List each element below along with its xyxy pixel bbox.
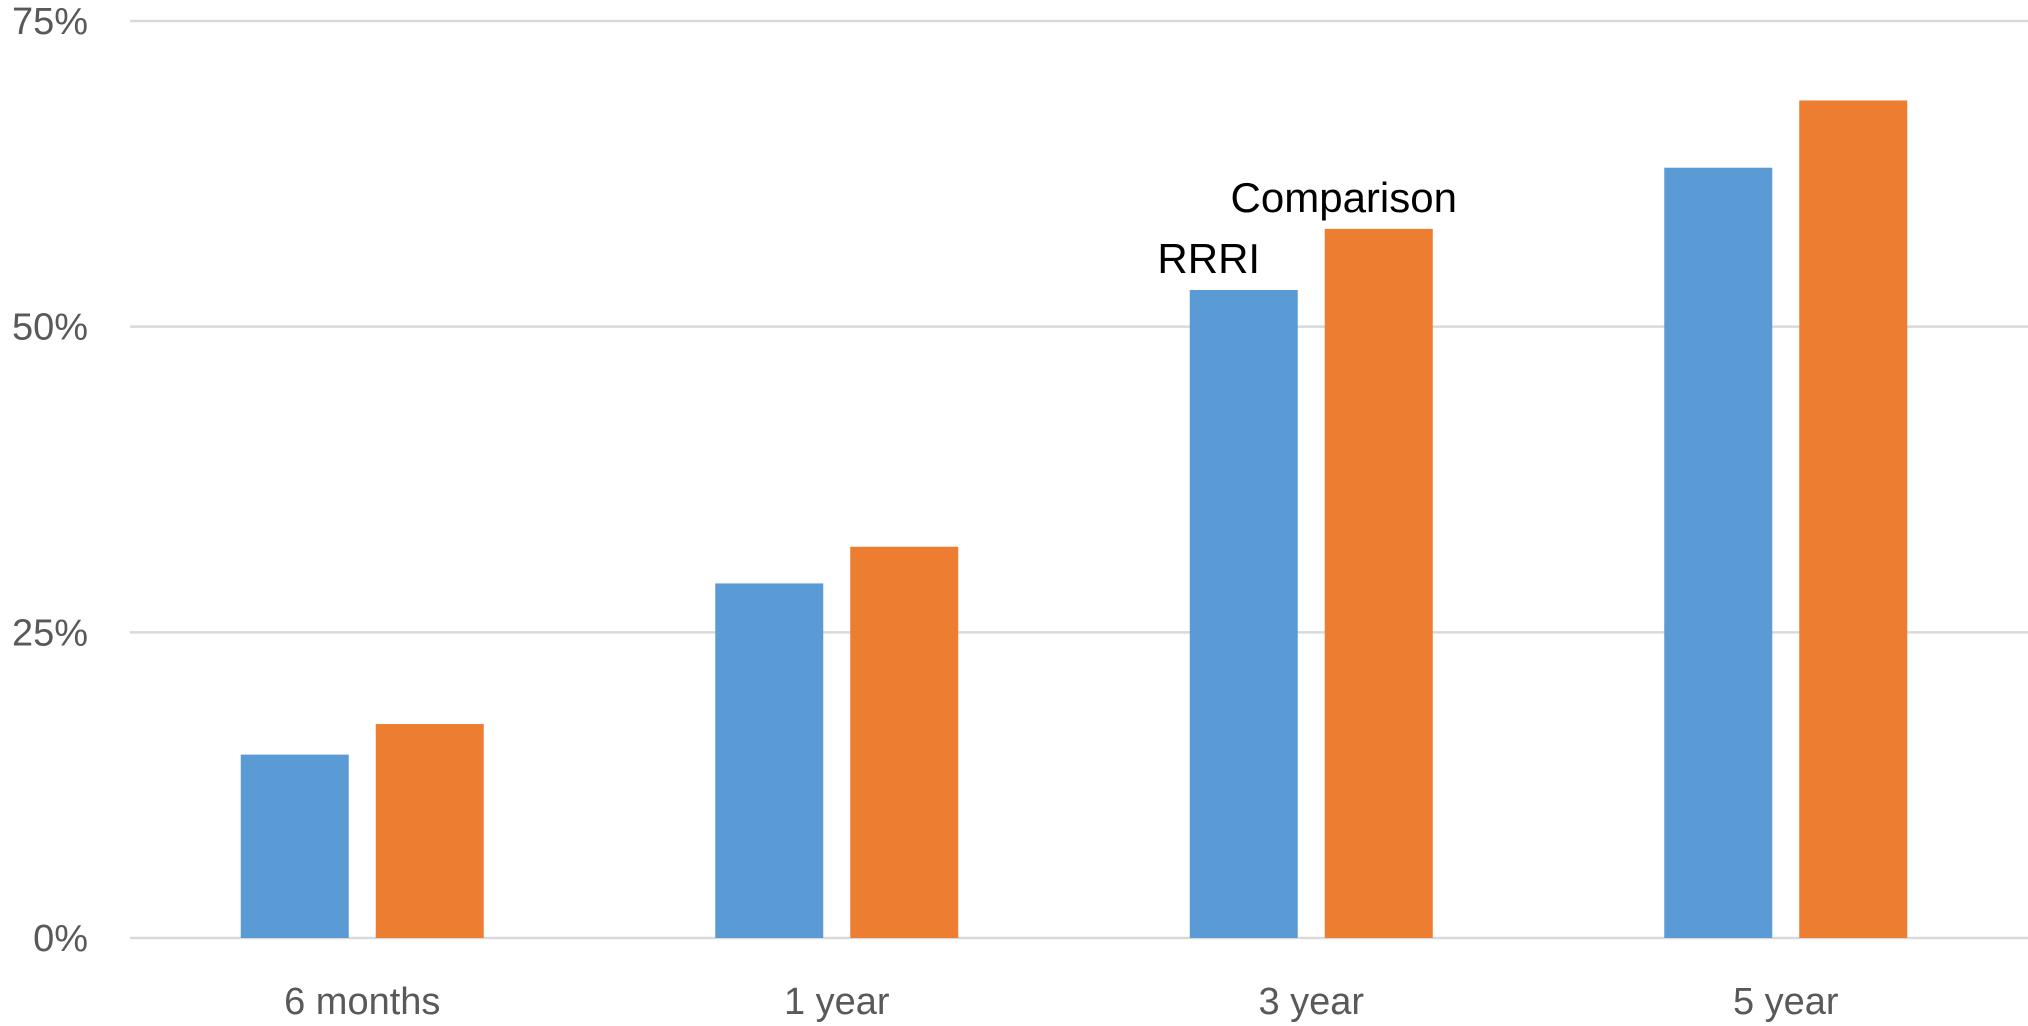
bar-series2-1 <box>850 546 959 938</box>
y-axis-tick-labels: 0% 25% 50% 75% <box>12 1 88 960</box>
annotations: RRRI Comparison <box>1157 174 1457 282</box>
bar-series2-3 <box>1799 100 1908 939</box>
y-tick-label: 25% <box>12 612 88 654</box>
bar-series2-2 <box>1324 228 1433 938</box>
x-category-label: 6 months <box>284 981 440 1023</box>
annotation-label: RRRI <box>1157 235 1260 282</box>
x-category-label: 1 year <box>784 981 890 1023</box>
y-tick-label: 75% <box>12 1 88 43</box>
bar-series1-3 <box>1664 167 1773 939</box>
bar-series1-1 <box>715 583 824 938</box>
annotation-label: Comparison <box>1231 174 1457 221</box>
bar-series2-0 <box>375 724 484 938</box>
bar-series1-2 <box>1189 289 1298 938</box>
x-axis-category-labels: 6 months 1 year 3 year 5 year <box>284 981 1839 1023</box>
bars <box>240 100 1908 939</box>
y-tick-label: 0% <box>33 918 88 960</box>
x-category-label: 3 year <box>1258 981 1364 1023</box>
bar-series1-0 <box>240 754 349 938</box>
x-category-label: 5 year <box>1733 981 1839 1023</box>
y-tick-label: 50% <box>12 307 88 349</box>
